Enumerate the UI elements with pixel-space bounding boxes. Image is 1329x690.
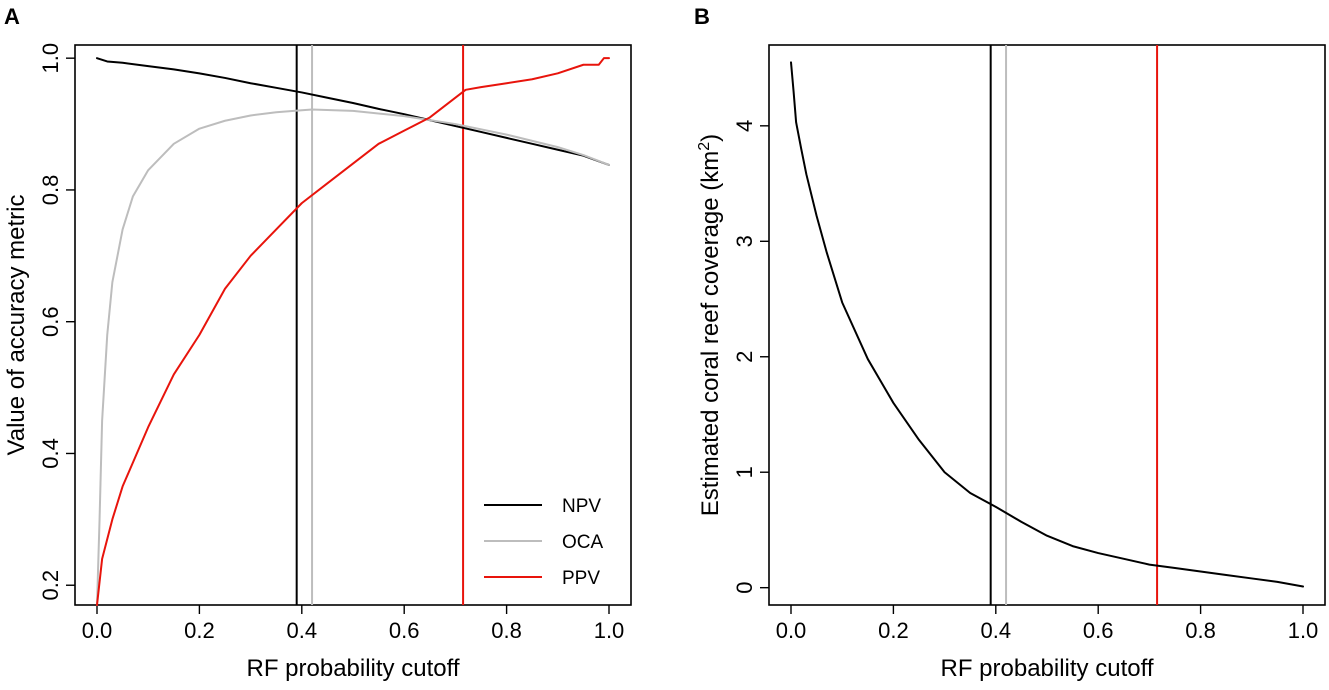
y-tick-label-a: 0.2 [38, 570, 63, 601]
x-tick-label-b: 0.4 [981, 618, 1012, 643]
y-tick-label-b: 2 [732, 351, 757, 363]
series-line-coverage-b [790, 61, 1304, 588]
y-tick-label-b: 0 [732, 582, 757, 594]
panel-b: B 0.0 0.2 0.4 0.6 0.8 1.0 0 1 2 3 4 RF probability … [694, 4, 1326, 682]
x-tick-label-a: 0.8 [491, 618, 522, 643]
series-line-ppv-a [96, 57, 610, 606]
legend-label-oca: OCA [562, 532, 604, 553]
x-tick-label-a: 1.0 [594, 618, 625, 643]
y-axis-title-close-b: ) [697, 134, 724, 142]
y-axis-title-a: Value of accuracy metric [3, 195, 30, 456]
y-tick-label-a: 1.0 [38, 43, 63, 74]
x-axis-title-a: RF probability cutoff [247, 655, 460, 682]
x-tick-label-b: 1.0 [1288, 618, 1319, 643]
x-tick-label-a: 0.6 [389, 618, 420, 643]
legend-label-ppv: PPV [562, 568, 600, 589]
y-tick-label-a: 0.8 [38, 175, 63, 206]
panel-label-b: B [694, 4, 710, 29]
x-axis-title-b: RF probability cutoff [941, 655, 1154, 682]
y-axis-title-main-b: Estimated coral reef coverage (km [697, 151, 724, 516]
x-tick-label-a: 0.0 [82, 618, 113, 643]
panel-a: A 0.0 0.2 0.4 0.6 0.8 1.0 0.2 0.4 0.6 0.8 1.0 RF pr… [3, 4, 632, 682]
legend-label-npv: NPV [562, 496, 601, 517]
x-tick-label-b: 0.8 [1185, 618, 1216, 643]
plot-frame-a [74, 44, 632, 606]
series-line-oca-a [96, 108, 610, 606]
y-tick-label-b: 3 [732, 235, 757, 247]
x-tick-label-a: 0.2 [184, 618, 215, 643]
x-tick-label-a: 0.4 [287, 618, 318, 643]
y-tick-label-b: 4 [732, 120, 757, 132]
series-line-npv-a [96, 57, 610, 166]
y-axis-title-b: Estimated coral reef coverage (km2) [696, 134, 724, 516]
x-tick-label-b: 0.0 [776, 618, 807, 643]
y-tick-label-a: 0.6 [38, 306, 63, 337]
x-tick-label-b: 0.2 [878, 618, 909, 643]
panel-label-a: A [4, 4, 20, 29]
x-tick-label-b: 0.6 [1083, 618, 1114, 643]
y-axis-title-superscript-b: 2 [696, 142, 713, 151]
y-tick-label-a: 0.4 [38, 438, 63, 469]
y-tick-label-b: 1 [732, 466, 757, 478]
plot-frame-b [768, 44, 1326, 606]
